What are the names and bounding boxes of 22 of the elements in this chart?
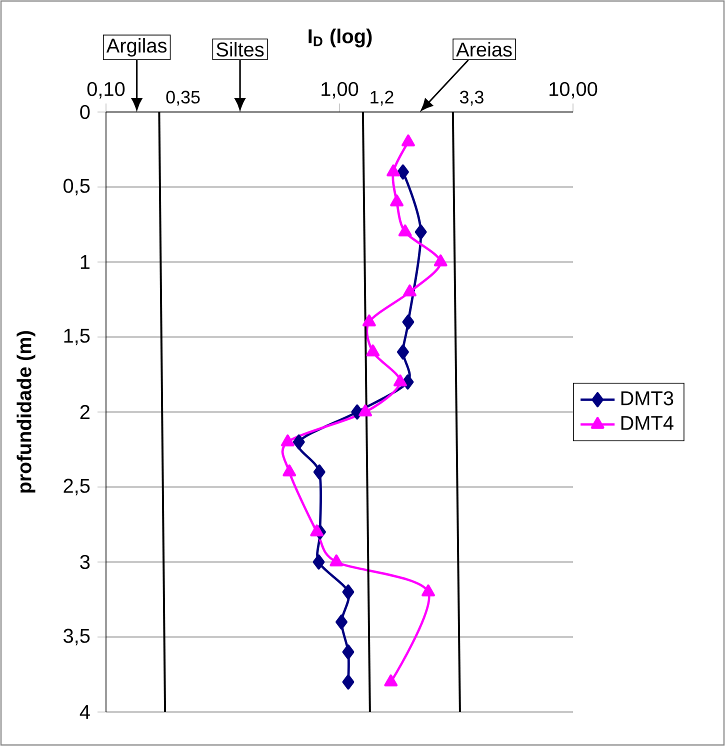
legend-label: DMT4 — [621, 416, 674, 430]
legend-label: 3,3 — [460, 90, 484, 106]
x-tick-label: 0,10 — [87, 82, 125, 98]
legend-label: DMT3 — [621, 391, 674, 406]
y-tick-label: 4 — [80, 705, 90, 719]
y-tick-label: 3,5 — [64, 628, 90, 646]
text: Argilas — [106, 38, 167, 57]
text: Areias — [456, 42, 512, 57]
y-tick-label: 1 — [80, 255, 90, 269]
y-axis-title: profundidade (m) — [16, 331, 36, 493]
y-tick-label: 3 — [80, 554, 90, 570]
x-tick-label: 10,00 — [550, 82, 598, 98]
y-tick-label: 2,5 — [64, 478, 90, 496]
series-label: 1,2 — [370, 90, 394, 106]
x-tick-label: 1,00 — [322, 82, 358, 98]
y-tick-label: 0,5 — [64, 178, 90, 196]
y-tick-label: 1,5 — [64, 328, 90, 346]
text: Siltes — [216, 42, 264, 57]
legend-label: 0,35 — [166, 90, 200, 106]
text: I$_{D}$ (log) — [308, 28, 372, 48]
y-tick-label: 2 — [80, 405, 90, 419]
y-tick-label: 0 — [80, 104, 90, 120]
